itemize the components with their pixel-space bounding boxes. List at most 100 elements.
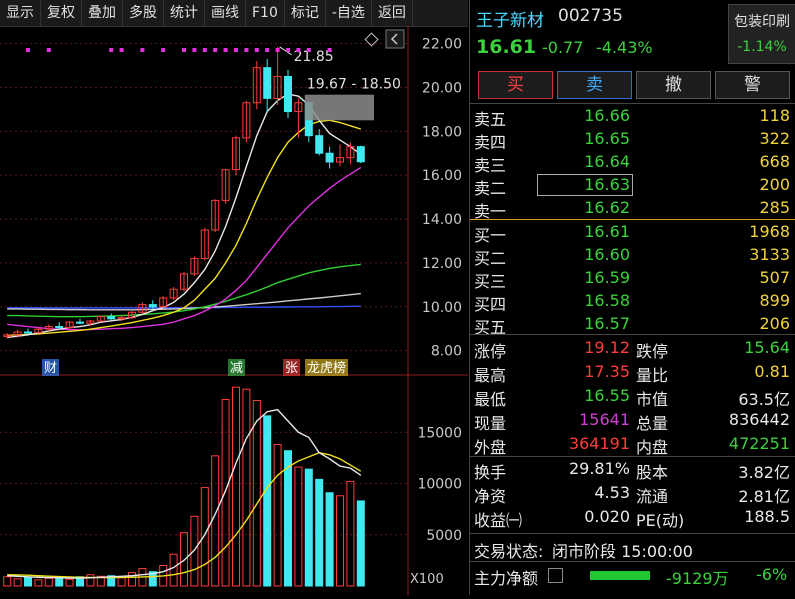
candle-body xyxy=(34,328,43,334)
volume-bar xyxy=(336,495,344,587)
ask-row[interactable]: 卖一 16.62 285 xyxy=(470,198,795,221)
toolbar-button-0[interactable]: 显示 xyxy=(0,0,41,26)
signal-dot xyxy=(202,48,207,52)
main-flow-row[interactable]: 主力净额 -9129万 -6% xyxy=(470,565,795,588)
bid-row[interactable]: 买四 16.58 899 xyxy=(470,291,795,314)
sector-box[interactable]: 包装印刷 -1.14% xyxy=(728,4,795,64)
candle-body xyxy=(273,75,282,99)
trade-buttons: 买卖撤警 xyxy=(478,71,794,99)
stats2-label: 股本 xyxy=(636,463,669,482)
bid-row[interactable]: 买五 16.57 206 xyxy=(470,314,795,337)
toolbar-button-9[interactable]: 返回 xyxy=(372,0,413,26)
ask-price: 16.65 xyxy=(584,129,630,148)
stats2-value: 0.020 xyxy=(584,507,630,526)
price-tick-label: 20.00 xyxy=(422,80,462,96)
list-icon[interactable] xyxy=(548,568,563,583)
volume-bar xyxy=(325,492,334,587)
candle-body xyxy=(86,320,95,324)
bid-row[interactable]: 买一 16.61 1968 xyxy=(470,222,795,245)
stats-label: 涨停 xyxy=(474,342,507,361)
stats-label: 跌停 xyxy=(636,342,669,361)
stats2-value: 3.82亿 xyxy=(738,463,790,482)
volume-bar xyxy=(252,399,261,587)
ask-level-label: 卖一 xyxy=(474,202,507,221)
candle-body xyxy=(242,102,251,139)
trade-status-value: 闭市阶段 15:00:00 xyxy=(552,542,693,561)
volume-bar xyxy=(13,578,22,587)
stats2-label: 换手 xyxy=(474,463,507,482)
event-marker-label: 财 xyxy=(44,361,57,376)
toolbar-button-6[interactable]: F10 xyxy=(246,0,285,26)
ask-row[interactable]: 卖二 16.63 200 xyxy=(470,175,795,198)
volume-tick-label: 15000 xyxy=(417,425,462,441)
volume-bar xyxy=(273,444,282,587)
toolbar-button-5[interactable]: 画线 xyxy=(205,0,246,26)
toolbar-button-1[interactable]: 复权 xyxy=(41,0,82,26)
stats-label: 内盘 xyxy=(636,438,669,457)
diamond-icon[interactable] xyxy=(364,32,379,47)
volume-bar xyxy=(200,487,209,587)
volume-bar xyxy=(242,388,251,587)
volume-bar xyxy=(3,576,12,587)
candle-body xyxy=(148,304,157,308)
stats-label: 总量 xyxy=(636,414,669,433)
stats-value: 19.12 xyxy=(584,338,630,357)
volume-bar xyxy=(315,478,324,587)
toolbar-button-7[interactable]: 标记 xyxy=(285,0,326,26)
stats2-row: 换手 29.81% 股本 3.82亿 xyxy=(470,459,795,482)
toolbar-button-4[interactable]: 统计 xyxy=(164,0,205,26)
sector-name: 包装印刷 xyxy=(734,14,790,30)
ask-row[interactable]: 卖五 16.66 118 xyxy=(470,106,795,129)
ma10-line xyxy=(7,119,362,336)
kline-chart[interactable]: 22.00 20.00 18.00 16.00 14.00 12.00 10.00 8.00 1… xyxy=(0,26,468,595)
candle-body xyxy=(159,297,168,308)
candle-body xyxy=(128,311,136,319)
candle-body xyxy=(325,152,334,163)
candle-body xyxy=(221,169,230,201)
ask-level-label: 卖四 xyxy=(474,133,507,152)
volume-bar xyxy=(284,450,292,587)
toolbar-button-3[interactable]: 多股 xyxy=(123,0,164,26)
stats-label: 最高 xyxy=(474,366,507,385)
signal-dot xyxy=(306,48,311,52)
high-price-label: 21.85 xyxy=(294,49,334,65)
bid-row[interactable]: 买二 16.60 3133 xyxy=(470,245,795,268)
ma60-line xyxy=(7,263,361,318)
candle-body xyxy=(336,157,344,163)
volume-bar xyxy=(24,576,32,587)
bid-row[interactable]: 买三 16.59 507 xyxy=(470,268,795,291)
bid-price: 16.61 xyxy=(584,222,630,241)
volume-bar xyxy=(148,571,157,587)
bid-level-label: 买五 xyxy=(474,318,507,337)
ask-row[interactable]: 卖三 16.64 668 xyxy=(470,152,795,175)
signal-dot xyxy=(244,48,249,52)
toolbar-button-8[interactable]: -自选 xyxy=(326,0,372,26)
event-marker-label: 减 xyxy=(230,361,243,376)
toolbar-button-2[interactable]: 叠加 xyxy=(82,0,123,26)
signal-dot xyxy=(140,48,145,52)
volume-ma5-line xyxy=(7,408,362,579)
ask-row[interactable]: 卖四 16.65 322 xyxy=(470,129,795,152)
ask-price: 16.63 xyxy=(584,175,630,194)
alert-button[interactable]: 警 xyxy=(715,71,790,99)
candle-body xyxy=(65,321,74,329)
volume-bar xyxy=(221,398,230,587)
volume-bar xyxy=(294,466,303,587)
event-marker-bg xyxy=(305,359,348,376)
price-tick-label: 16.00 xyxy=(422,168,462,184)
stats-value: 15641 xyxy=(579,410,630,429)
ask-price: 16.62 xyxy=(584,198,630,217)
price-row: 16.61 -0.77 -4.43% xyxy=(470,36,795,62)
cancel-button[interactable]: 撤 xyxy=(636,71,711,99)
sell-button[interactable]: 卖 xyxy=(557,71,632,99)
signal-dot xyxy=(296,48,301,52)
signal-dot xyxy=(192,48,197,52)
collapse-button[interactable] xyxy=(385,29,405,49)
main-flow-label: 主力净额 xyxy=(474,569,539,588)
bid-volume: 1968 xyxy=(749,222,790,241)
volume-bar xyxy=(346,480,355,587)
ask-volume: 322 xyxy=(759,129,790,148)
buy-button[interactable]: 买 xyxy=(478,71,553,99)
chart-svg[interactable]: 22.00 20.00 18.00 16.00 14.00 12.00 10.00 8.00 1… xyxy=(0,26,468,595)
ask-level-label: 卖五 xyxy=(474,110,507,129)
